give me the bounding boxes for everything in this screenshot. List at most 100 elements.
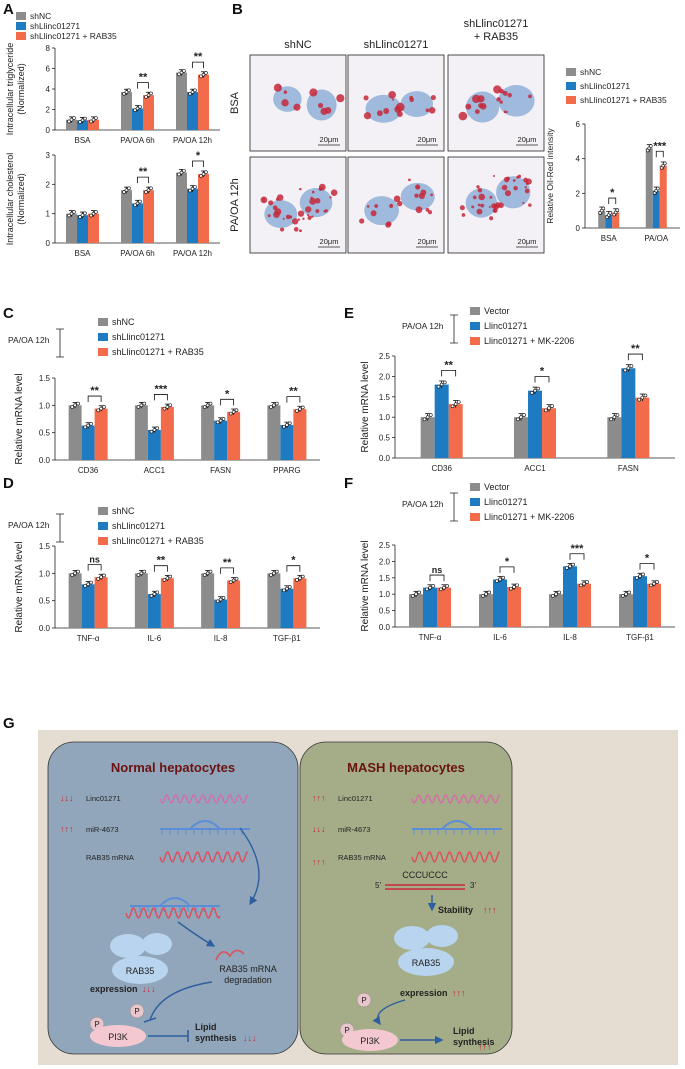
data-point	[431, 584, 435, 588]
scale-bar-label: 20μm	[320, 135, 339, 144]
bound-mrna-wave	[125, 907, 221, 919]
data-point	[228, 411, 233, 416]
data-point	[96, 408, 100, 413]
lipid-droplet	[459, 205, 465, 211]
data-point	[414, 592, 418, 597]
lipid-droplet	[285, 214, 291, 220]
data-point	[411, 594, 415, 598]
data-point	[190, 90, 195, 94]
x-tick-label: BSA	[601, 234, 618, 243]
rab35-label: RAB35	[412, 958, 441, 968]
y-tick-label: 2.5	[379, 352, 391, 361]
phosphate	[356, 992, 372, 1008]
data-point	[269, 573, 273, 577]
lipid-droplet	[477, 203, 481, 207]
data-point	[443, 380, 447, 385]
bar	[214, 599, 228, 628]
lipid-droplet	[392, 98, 395, 101]
data-point	[626, 366, 631, 371]
data-point	[547, 406, 551, 411]
data-point	[135, 106, 140, 111]
data-point	[453, 402, 458, 406]
legend-swatch	[566, 82, 576, 90]
data-point	[623, 368, 627, 373]
data-point	[179, 70, 184, 75]
bound-mirna-loop	[159, 897, 191, 907]
data-point	[190, 186, 195, 191]
lipid-droplet	[477, 188, 483, 193]
lipid-droplet	[492, 174, 496, 178]
significance-bracket	[87, 564, 102, 571]
legend-swatch	[16, 12, 26, 20]
data-point	[69, 211, 74, 216]
condition-marker: PA/OA 12h	[8, 328, 64, 358]
lipid-droplet	[376, 110, 383, 117]
phosphate	[129, 1003, 145, 1019]
data-point	[615, 208, 620, 213]
bar	[434, 384, 449, 458]
arrows: ↓↓↓	[243, 1033, 257, 1043]
data-point	[533, 388, 537, 393]
data-point	[72, 116, 76, 120]
data-point	[78, 215, 82, 219]
mirna-label: miR-4673	[86, 825, 119, 834]
data-point	[89, 580, 93, 585]
bar	[134, 573, 148, 628]
y-tick-label: 1.5	[39, 542, 51, 551]
x-tick-label: IL-8	[563, 633, 577, 642]
x-tick-label: ACC1	[144, 466, 166, 475]
lipid-droplet	[268, 200, 274, 206]
data-point	[83, 425, 87, 430]
bar	[479, 594, 493, 627]
bar	[94, 577, 108, 628]
x-tick-label: CD36	[78, 466, 99, 475]
significance-label: *	[196, 150, 201, 162]
inhibition-bar	[143, 1017, 157, 1023]
data-point	[144, 190, 148, 194]
chart-D: 0.0 0.5 1.0 1.5 Relative mRNA level TNF-α IL-6…	[14, 541, 320, 643]
lipid-droplet	[385, 222, 391, 228]
legend-swatch	[98, 537, 108, 545]
y-tick-label: 0	[576, 224, 581, 233]
y-axis-label: Relative mRNA level	[360, 361, 371, 452]
y-tick-label: 6	[46, 65, 51, 74]
lipid-droplet	[492, 208, 497, 213]
lipid-droplet	[389, 204, 394, 208]
protein-blob	[110, 934, 146, 958]
micrograph-column-title: shNC	[284, 39, 312, 51]
x-tick-label: PA/OA 6h	[120, 136, 155, 145]
lipid-droplet	[275, 197, 280, 201]
lipid-droplet	[528, 94, 532, 99]
y-tick-label: 0.5	[39, 597, 51, 606]
data-point	[640, 395, 645, 400]
mirna-strand-loop	[189, 820, 221, 830]
bar	[160, 406, 174, 460]
bar	[293, 578, 307, 628]
data-point	[67, 119, 71, 124]
data-point	[429, 413, 433, 417]
legend-swatch	[98, 522, 108, 530]
lipid-droplet	[425, 207, 430, 212]
cell-title: Normal hepatocytes	[111, 760, 235, 775]
data-point	[70, 405, 74, 409]
significance-label: *	[225, 388, 230, 400]
bar	[77, 215, 88, 243]
data-point	[133, 203, 137, 208]
mirna-label: miR-4673	[338, 825, 371, 834]
data-point	[287, 421, 292, 426]
pathway-arrow	[372, 999, 406, 1026]
data-point	[83, 211, 87, 216]
data-point	[199, 174, 203, 178]
significance-bracket	[137, 176, 149, 184]
lipid-droplet	[499, 88, 504, 94]
lipid-droplet	[293, 103, 301, 111]
data-point	[201, 72, 206, 77]
significance-label: **	[139, 166, 148, 178]
bar	[507, 586, 521, 627]
lipid-droplet	[383, 108, 390, 114]
data-point	[133, 108, 137, 112]
data-point	[231, 578, 236, 583]
bar	[176, 172, 187, 243]
data-point	[428, 585, 432, 590]
